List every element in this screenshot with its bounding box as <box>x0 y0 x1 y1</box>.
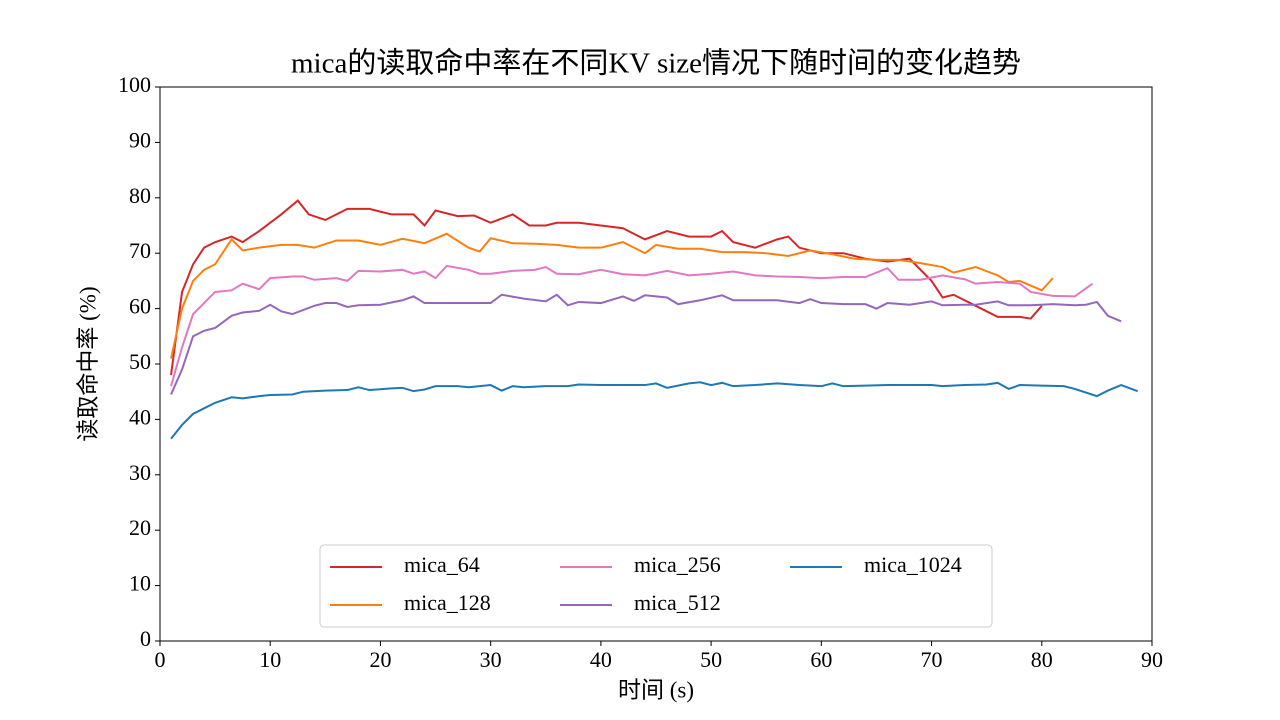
x-tick-label: 70 <box>921 647 943 672</box>
y-tick-label: 100 <box>118 72 151 97</box>
line <box>170 293 1122 395</box>
line <box>170 199 1043 376</box>
legend-label: mica_256 <box>634 552 721 577</box>
x-tick-label: 90 <box>1141 647 1163 672</box>
y-tick-label: 90 <box>129 127 151 152</box>
legend: mica_64 mica_128 mica_256 mica_512 mica_1024 <box>319 544 993 628</box>
legend-label: mica_64 <box>404 552 480 577</box>
y-tick-label: 40 <box>129 404 151 429</box>
y-tick-label: 0 <box>140 626 151 651</box>
x-tick-label: 0 <box>155 647 166 672</box>
legend-label: mica_128 <box>404 590 491 615</box>
x-tick-label: 50 <box>700 647 722 672</box>
y-tick-label: 30 <box>129 460 151 485</box>
y-tick-label: 70 <box>129 238 151 263</box>
y-tick-label: 50 <box>129 349 151 374</box>
chart-title: mica的读取命中率在不同KV size情况下随时间的变化趋势 <box>291 47 1021 80</box>
line <box>170 232 1054 359</box>
y-tick-label: 80 <box>129 183 151 208</box>
y-tick-label: 20 <box>129 515 151 540</box>
legend-label: mica_1024 <box>864 552 962 577</box>
line <box>170 381 1139 440</box>
x-tick-label: 20 <box>369 647 391 672</box>
x-axis-label: 时间 (s) <box>618 677 694 702</box>
plot-frame <box>159 86 1153 642</box>
x-tick-label: 60 <box>810 647 832 672</box>
y-tick-label: 10 <box>129 571 151 596</box>
legend-box <box>319 544 993 628</box>
legend-label: mica_512 <box>634 590 721 615</box>
x-tick-label: 30 <box>480 647 502 672</box>
y-axis-label: 读取命中率 (%) <box>75 286 100 441</box>
x-tick-label: 10 <box>259 647 281 672</box>
x-tick-label: 40 <box>590 647 612 672</box>
line <box>170 264 1094 387</box>
x-tick-label: 80 <box>1031 647 1053 672</box>
y-tick-label: 60 <box>129 294 151 319</box>
